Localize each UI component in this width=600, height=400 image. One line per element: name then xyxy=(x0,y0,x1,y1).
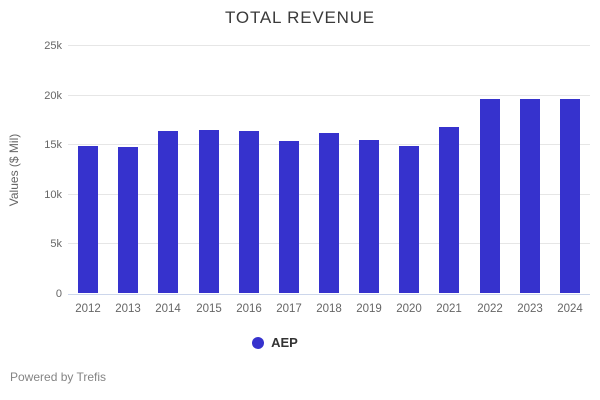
x-tick-label-2015: 2015 xyxy=(196,303,222,315)
bar-2013[interactable] xyxy=(118,147,138,293)
bar-2012[interactable] xyxy=(78,146,98,293)
x-axis-line xyxy=(68,294,590,295)
bar-2023[interactable] xyxy=(520,99,540,293)
y-tick-label-0: 0 xyxy=(55,288,62,300)
bar-2017[interactable] xyxy=(279,141,299,293)
bar-2020[interactable] xyxy=(399,146,419,293)
gridline-20k xyxy=(68,94,590,96)
x-tick-label-2020: 2020 xyxy=(396,303,422,315)
y-tick-label-10k: 10k xyxy=(44,188,62,201)
y-axis-title: Values ($ Mil) xyxy=(7,133,21,207)
x-tick-label-2017: 2017 xyxy=(276,303,302,315)
y-tick-label-25k: 25k xyxy=(44,40,62,52)
legend-marker-icon xyxy=(252,336,265,349)
x-tick-label-2024: 2024 xyxy=(557,303,583,315)
bar-2014[interactable] xyxy=(158,131,178,293)
bar-2024[interactable] xyxy=(560,99,580,293)
y-tick-label-20k: 20k xyxy=(44,89,62,102)
bar-2016[interactable] xyxy=(239,131,259,293)
x-tick-label-2022: 2022 xyxy=(477,303,503,315)
x-tick-label-2013: 2013 xyxy=(115,303,141,315)
x-tick-label-2019: 2019 xyxy=(356,303,382,315)
gridline-25k xyxy=(68,45,590,46)
y-tick-label-15k: 15k xyxy=(44,139,62,152)
bar-2015[interactable] xyxy=(199,130,219,293)
y-tick-label-5k: 5k xyxy=(50,238,62,251)
plot-area xyxy=(68,45,590,295)
x-tick-label-2018: 2018 xyxy=(316,303,342,315)
x-tick-label-2021: 2021 xyxy=(436,303,462,315)
chart-title: TOTAL REVENUE xyxy=(225,8,375,27)
bar-2018[interactable] xyxy=(319,133,339,293)
legend-label: AEP xyxy=(271,335,298,350)
bar-2021[interactable] xyxy=(439,127,459,293)
legend-item-aep[interactable]: AEP xyxy=(0,335,575,350)
powered-by-trefis: Powered by Trefis xyxy=(10,370,107,384)
x-tick-label-2023: 2023 xyxy=(517,303,543,315)
x-tick-label-2016: 2016 xyxy=(236,303,262,315)
bar-2019[interactable] xyxy=(359,140,379,293)
x-tick-label-2012: 2012 xyxy=(75,303,101,315)
x-tick-label-2014: 2014 xyxy=(155,303,181,315)
bar-2022[interactable] xyxy=(480,99,500,293)
